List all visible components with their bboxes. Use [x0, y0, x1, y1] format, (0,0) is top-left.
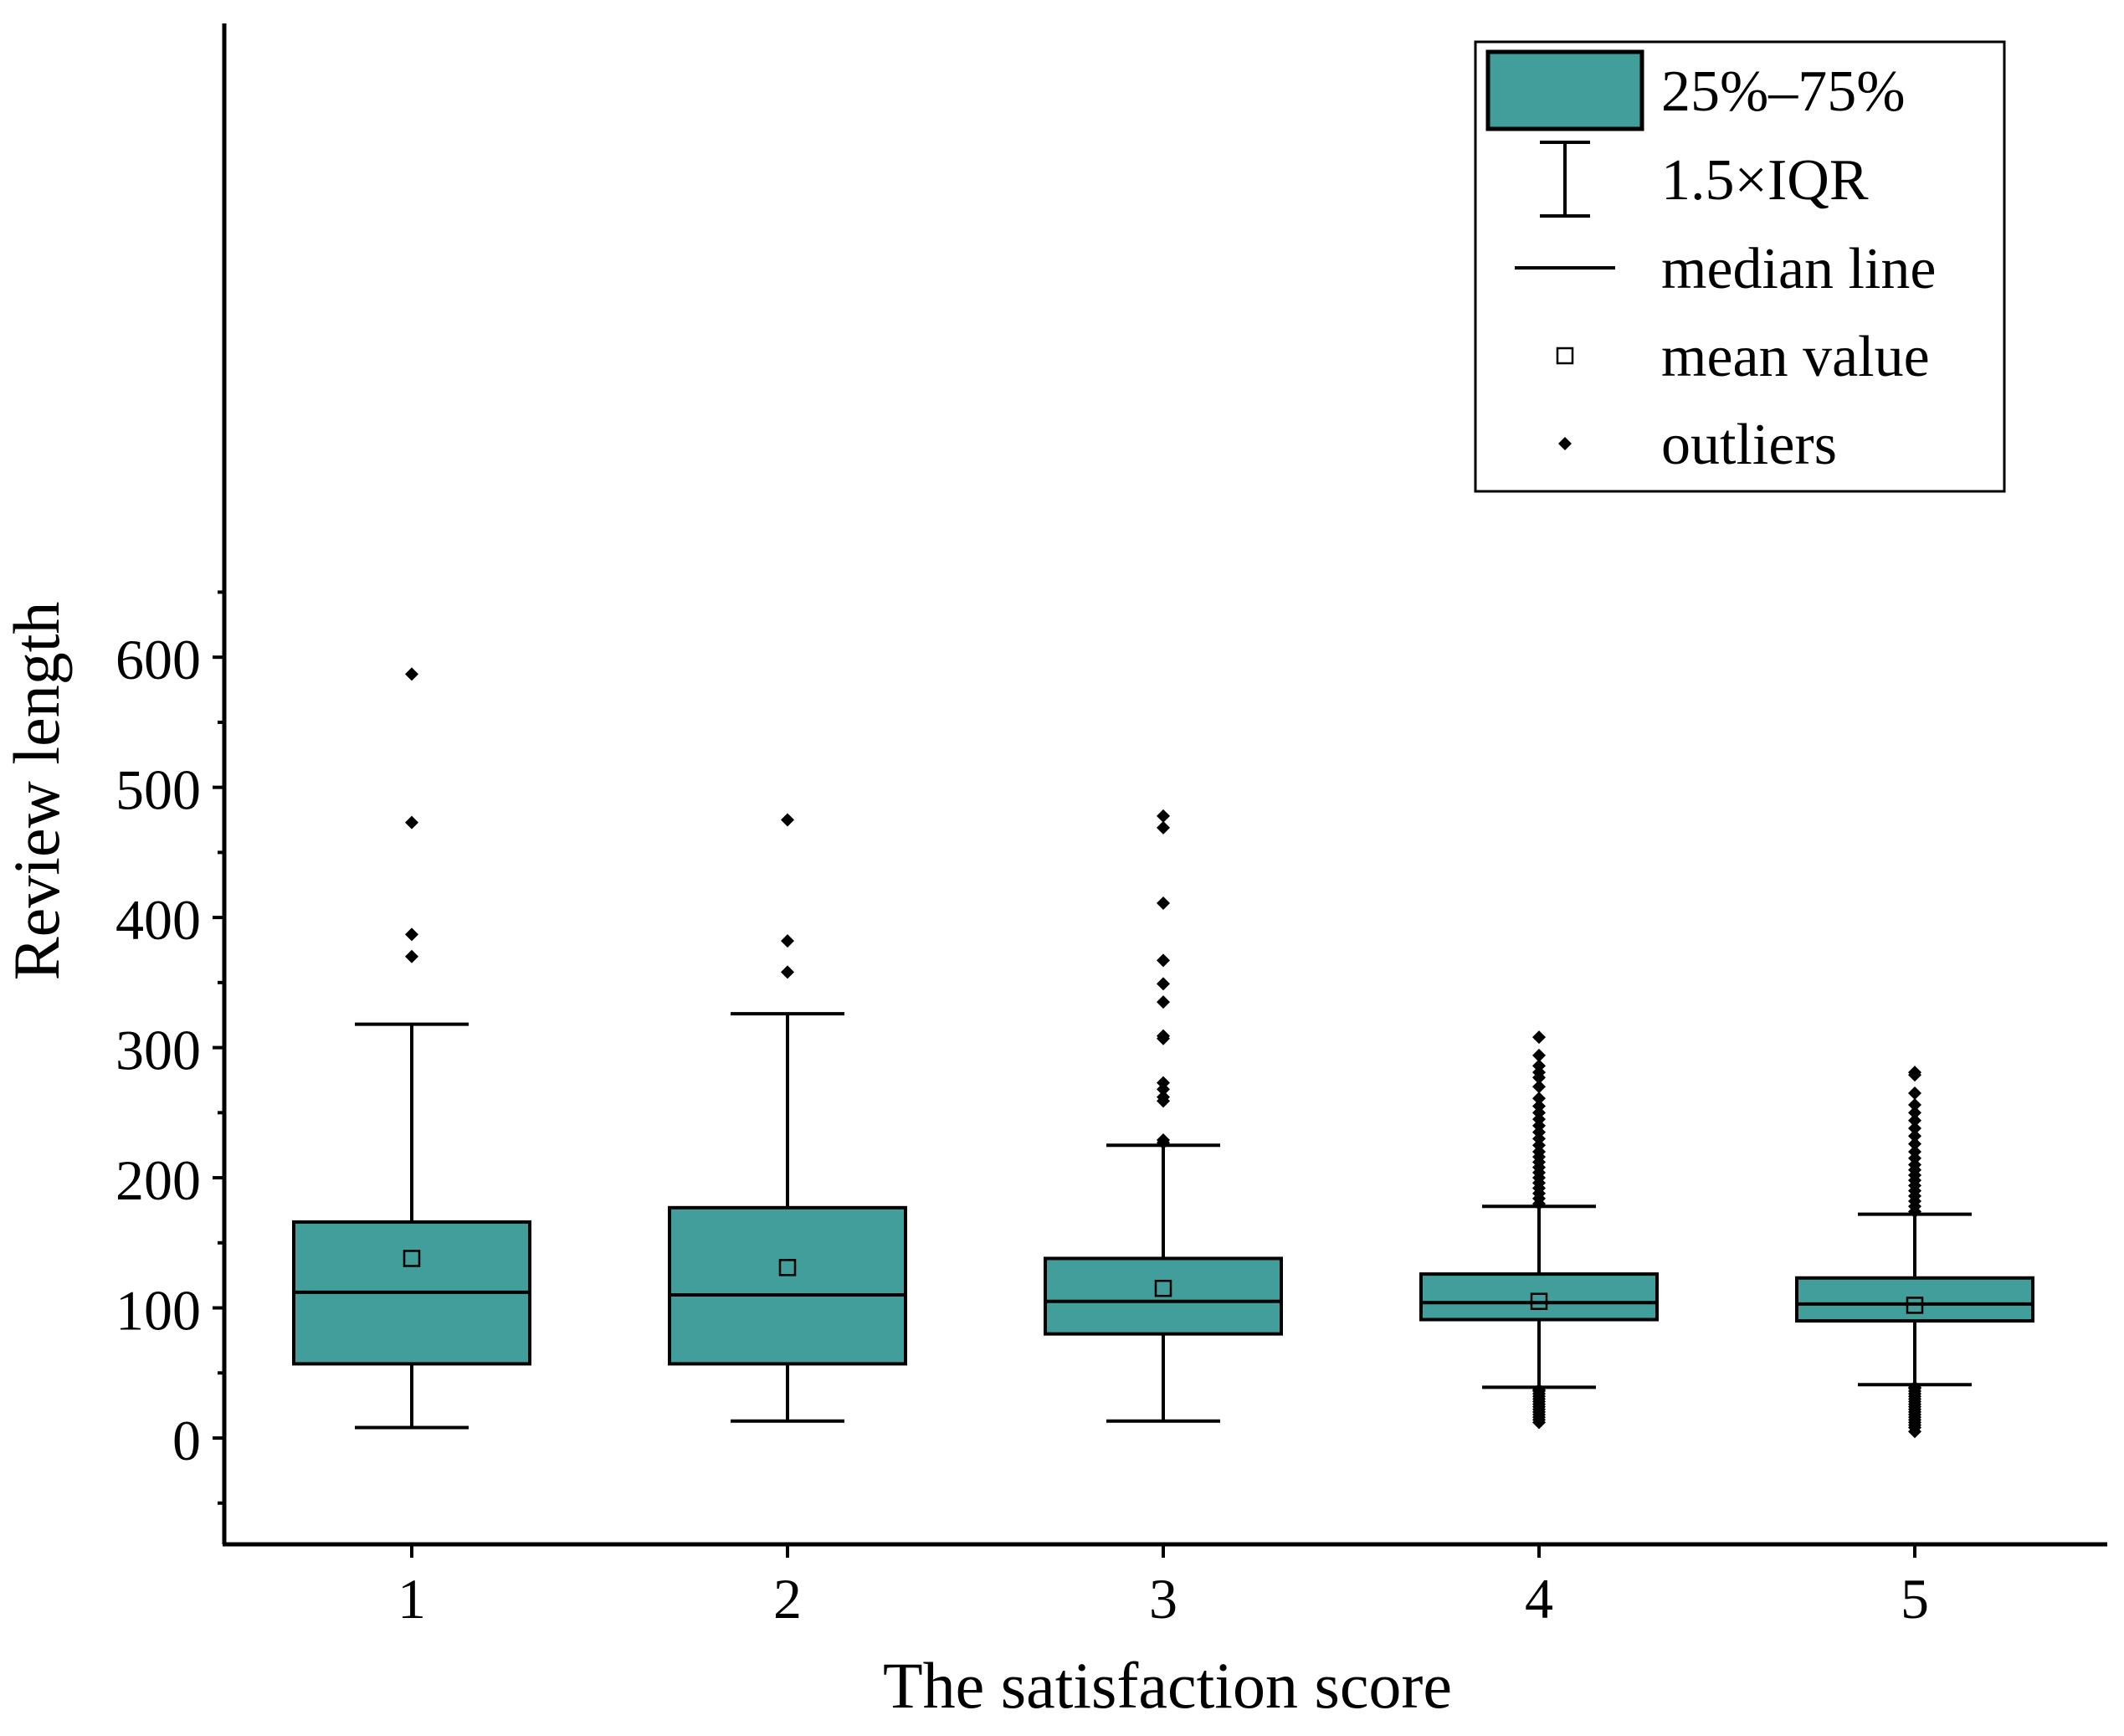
outlier-point [405, 667, 418, 681]
iqr-box [1795, 1276, 2034, 1323]
y-tick-label: 500 [115, 758, 201, 822]
mean-marker [403, 1250, 421, 1267]
legend-entry-mean: mean value [1556, 325, 1930, 389]
outlier-point [781, 934, 794, 948]
iqr-box [668, 1205, 907, 1366]
x-tick-label: 5 [1901, 1567, 1929, 1631]
y-axis-label: Review length [0, 602, 73, 981]
mean-marker [1154, 1279, 1172, 1297]
y-tick-label: 600 [115, 628, 201, 691]
outlier-point [1532, 1091, 1546, 1106]
outlier-point [1157, 809, 1170, 823]
outlier-point [1908, 1121, 1921, 1135]
x-axis-label: The satisfaction score [883, 1649, 1452, 1722]
outlier-point [1908, 1137, 1921, 1151]
outlier-point [405, 949, 418, 963]
legend-label: 25%–75% [1661, 59, 1906, 124]
box-group-3 [1044, 809, 1283, 1423]
outlier-point [1908, 1129, 1921, 1143]
mean-marker [1530, 1292, 1548, 1311]
legend-label: outliers [1661, 413, 1837, 477]
outlier-point [1157, 1133, 1170, 1147]
mean-marker [1906, 1297, 1924, 1314]
outlier-point [1908, 1144, 1921, 1158]
legend-entry-whisker: 1.5×IQR [1540, 141, 1869, 218]
outlier-point [1908, 1106, 1921, 1120]
outlier-point [1157, 1029, 1170, 1043]
outlier-point [1532, 1048, 1546, 1062]
outlier-point [405, 927, 418, 942]
box-group-1 [292, 667, 531, 1430]
outlier-point [1532, 1030, 1546, 1045]
legend-entry-box: 25%–75% [1485, 49, 1906, 131]
legend-label: 1.5×IQR [1661, 148, 1869, 213]
outlier-point [1157, 977, 1170, 991]
outlier-point [1157, 995, 1170, 1009]
iqr-box [1044, 1256, 1283, 1336]
x-tick-label: 3 [1149, 1567, 1177, 1631]
outlier-point [781, 965, 794, 979]
outlier-point [1908, 1066, 1921, 1080]
y-tick-label: 300 [115, 1019, 201, 1082]
iqr-box [1419, 1272, 1659, 1322]
y-tick-label: 0 [172, 1409, 201, 1472]
outlier-point [1157, 1076, 1170, 1090]
axis-layer: 0 100 200 300 400 500 600 1 2 3 4 5 [115, 23, 2107, 1631]
outlier-point [1157, 896, 1170, 911]
outlier-point [1157, 820, 1170, 835]
plot-layer [292, 667, 2034, 1439]
outlier-point [1157, 1090, 1170, 1104]
outlier-point [1908, 1380, 1921, 1394]
outlier-point [1532, 1383, 1546, 1397]
outlier-point [1532, 1099, 1546, 1113]
legend: 25%–75% 1.5×IQR median line mean value outli… [1474, 40, 2006, 493]
x-tick-label: 1 [398, 1567, 426, 1631]
box-group-4 [1419, 1030, 1659, 1430]
mean-marker [778, 1259, 797, 1276]
legend-entry-median: median line [1515, 237, 1937, 301]
y-tick-label: 100 [115, 1279, 201, 1343]
outlier-point [1908, 1086, 1921, 1101]
legend-box-swatch [1485, 49, 1644, 131]
outlier-point [781, 813, 794, 827]
x-tick-label: 2 [773, 1567, 802, 1631]
y-tick-label: 400 [115, 888, 201, 952]
legend-mean-swatch [1556, 347, 1574, 365]
outlier-point [1532, 1080, 1546, 1094]
outlier-point [1532, 1059, 1546, 1073]
outlier-point [1908, 1097, 1921, 1112]
legend-label: mean value [1661, 325, 1930, 389]
box-group-5 [1795, 1066, 2034, 1439]
legend-outlier-swatch [1558, 437, 1572, 450]
x-tick-label: 4 [1525, 1567, 1553, 1631]
outlier-point [405, 815, 418, 829]
outlier-point [1908, 1113, 1921, 1127]
y-tick-label: 200 [115, 1148, 201, 1212]
outlier-point [1157, 953, 1170, 968]
legend-entry-outlier: outliers [1558, 413, 1837, 477]
box-group-2 [668, 813, 907, 1423]
legend-label: median line [1661, 237, 1937, 301]
